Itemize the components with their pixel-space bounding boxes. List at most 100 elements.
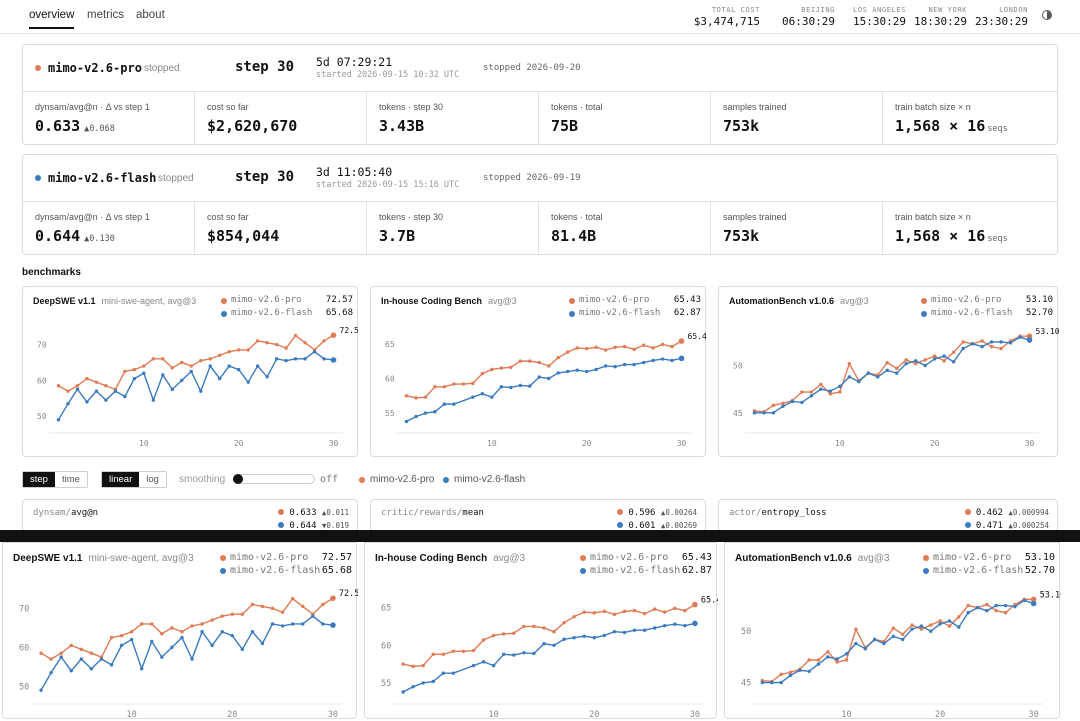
clock-new-york: NEW YORK 18:30:29 — [908, 6, 967, 28]
data-point — [132, 367, 137, 372]
data-point — [885, 368, 889, 372]
data-point — [592, 636, 596, 640]
data-point — [966, 603, 970, 608]
data-point — [641, 360, 646, 365]
data-point — [762, 411, 766, 415]
data-point — [622, 609, 627, 614]
data-point — [56, 418, 61, 422]
benchmark-chart[interactable]: 10 20 30 50 60 70 72.57 DeepSWE v1.1 mini-swe-ag… — [2, 542, 358, 720]
legend-pro: mimo-v2.6-pro 72.57 — [221, 295, 353, 305]
run-name[interactable]: mimo-v2.6-flash — [48, 171, 157, 185]
chart-title: DeepSWE v1.1 mini-swe-agent, avg@3 — [13, 553, 194, 564]
benchmark-chart[interactable]: 10 20 30 45 50 53.10 AutomationBench v1.0.6 avg… — [724, 542, 1061, 720]
end-value-label: 65.43 — [688, 332, 707, 341]
data-point — [160, 632, 164, 636]
data-point — [932, 357, 937, 361]
data-point — [330, 595, 336, 602]
metric-cell: train batch size × n 1,568 × 16 seqs — [883, 202, 1057, 255]
data-point — [532, 624, 536, 629]
flash-delta: ▼0.019 — [321, 521, 349, 530]
flash-value: 0.601 — [628, 521, 656, 531]
data-point — [240, 647, 245, 651]
data-point — [330, 332, 337, 338]
half-circle-icon[interactable] — [1042, 10, 1052, 20]
y-tick-label: 50 — [19, 682, 29, 692]
legend-pro[interactable]: mimo-v2.6-pro — [370, 474, 435, 485]
legend-dot — [580, 555, 586, 561]
data-point — [480, 392, 485, 396]
data-point — [94, 380, 99, 384]
data-point — [760, 680, 765, 685]
legend-flash: mimo-v2.6-flash 65.68 — [220, 565, 352, 576]
chart-subtitle: avg@3 — [493, 553, 526, 564]
y-tick-label: 45 — [733, 409, 743, 418]
data-point — [910, 627, 914, 631]
y-mode-linear[interactable]: linear — [102, 472, 140, 487]
tab-about[interactable]: about — [136, 9, 165, 21]
slider-handle[interactable] — [233, 474, 243, 484]
data-point — [89, 667, 94, 671]
data-point — [423, 395, 428, 399]
legend-series-name: mimo-v2.6-pro — [933, 552, 1012, 563]
data-point — [442, 385, 447, 389]
data-point — [651, 358, 655, 363]
legend-flash[interactable]: mimo-v2.6-flash — [454, 474, 526, 485]
legend-series-name: mimo-v2.6-flash — [230, 565, 321, 576]
smoothing-slider[interactable] — [233, 474, 315, 484]
chart-title-text: DeepSWE v1.1 — [33, 296, 96, 306]
metric-label: train batch size × n — [895, 102, 971, 112]
x-mode-step[interactable]: step — [23, 472, 55, 487]
data-point — [660, 342, 665, 347]
y-mode-log[interactable]: log — [146, 474, 159, 485]
data-point — [471, 395, 475, 399]
data-point — [151, 398, 156, 402]
data-point — [321, 622, 325, 626]
metric-prefix: critic/rewards/ — [381, 508, 463, 518]
mini-chart-critic-rewards: critic/rewards/mean 0.596 ▲0.00264 0.601… — [370, 499, 706, 531]
data-point — [480, 371, 485, 376]
series-line-pro — [40, 597, 334, 660]
benchmark-chart[interactable]: 10 20 30 50 60 70 72.57 DeepSWE v1.1 mini-swe-ag… — [22, 286, 359, 457]
data-point — [582, 634, 586, 638]
data-point — [303, 357, 307, 361]
benchmark-chart[interactable]: 10 20 30 45 50 53.10 AutomationBench v1.0.6 avg… — [718, 286, 1059, 457]
legend-flash: mimo-v2.6-flash 52.70 — [923, 565, 1055, 576]
tab-overview[interactable]: overview — [29, 9, 75, 29]
data-point — [230, 612, 234, 616]
run-name[interactable]: mimo-v2.6-pro — [48, 61, 142, 75]
benchmark-chart[interactable]: 10 20 30 55 60 65 65.43 In-house Coding Bench av… — [370, 286, 707, 457]
data-point — [200, 622, 204, 626]
data-point — [562, 620, 566, 625]
x-tick-label: 10 — [835, 439, 845, 448]
data-point — [828, 392, 833, 396]
data-point — [882, 641, 886, 646]
data-point — [961, 340, 965, 344]
data-point — [170, 645, 174, 650]
data-point — [431, 652, 435, 657]
data-point — [265, 375, 269, 379]
data-point — [518, 383, 522, 388]
data-point — [807, 669, 811, 673]
benchmark-chart[interactable]: 10 20 30 55 60 65 65.43 In-house Coding Bench av… — [364, 542, 718, 720]
data-point — [556, 371, 560, 375]
metric-label: tokens · total — [551, 212, 603, 222]
y-tick-label: 50 — [741, 627, 751, 637]
metric-value: 1,568 × 16 seqs — [895, 117, 1008, 135]
data-point — [900, 637, 905, 642]
data-point — [556, 355, 560, 360]
run-status: stopped — [144, 63, 180, 74]
flash-dot — [278, 522, 285, 528]
data-point — [109, 635, 114, 640]
x-mode-time[interactable]: time — [61, 474, 80, 485]
metric-value-text: 1,568 × 16 — [895, 227, 986, 245]
data-point — [210, 643, 214, 648]
data-point — [442, 402, 447, 406]
tab-metrics[interactable]: metrics — [87, 9, 125, 21]
data-point — [140, 622, 144, 626]
x-tick-label: 20 — [589, 710, 599, 720]
legend-dot-flash — [443, 477, 449, 483]
smoothing-label: smoothing — [179, 474, 226, 485]
legend-pro: mimo-v2.6-pro 53.10 — [921, 295, 1053, 305]
data-point — [929, 629, 933, 633]
x-axis-toggle: step time — [22, 471, 88, 488]
